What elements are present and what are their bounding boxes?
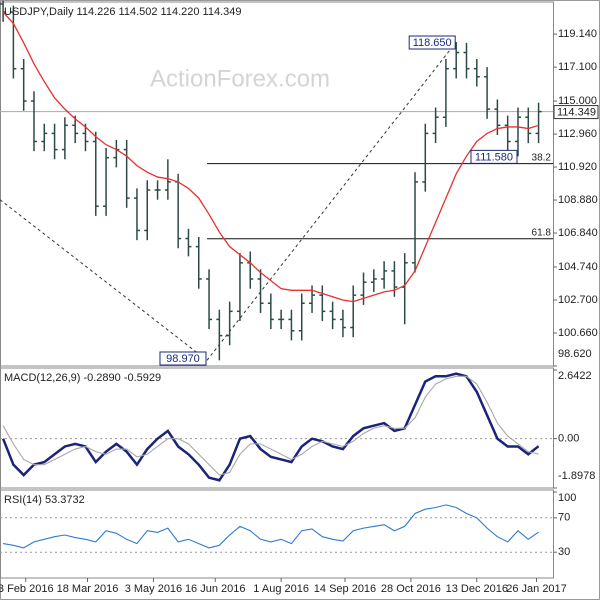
series-line [1,372,540,482]
panel [0,367,554,489]
y-tick-label: 102.700 [558,294,598,306]
x-tick-label: 14 Sep 2016 [314,583,376,595]
x-tick-label: 3 Feb 2016 [0,583,54,595]
y-tick-label: 2.6422 [558,370,592,382]
x-tick-label: 3 May 2016 [125,583,182,595]
last-price-box [553,105,599,120]
panel-title: MACD(12,26,9) -0.2890 -0.5929 [4,372,161,384]
y-tick-label: 0.00 [558,433,579,445]
y-tick-label: 100 [558,492,576,504]
x-tick-label: 28 Oct 2016 [381,583,441,595]
trendline [206,41,457,361]
x-tick-label: 18 Mar 2016 [57,583,119,595]
moving-average [2,11,539,303]
panel [0,489,554,579]
series-line [2,504,539,549]
y-tick-label: 30 [558,546,570,558]
last-price-label: 114.349 [557,106,596,118]
x-tick-label: 13 Dec 2016 [446,583,508,595]
y-tick-label: 115.000 [558,95,597,107]
y-tick-label: 117.100 [558,61,597,73]
y-tick-label: 98.620 [558,348,592,360]
annotation-label: 118.650 [413,37,452,49]
annotation-label: 98.970 [166,353,200,365]
y-tick-label: 110.920 [558,161,597,173]
y-tick-label: 106.840 [558,227,598,239]
panel [0,1,554,367]
panel-title: USDJPY,Daily 114.226 114.502 114.220 114… [4,6,242,18]
y-tick-label: 108.880 [558,194,598,206]
panel-title: RSI(14) 53.3732 [4,494,85,506]
y-tick-label: 112.960 [558,128,597,140]
trendline [0,199,208,361]
annotation-box [470,149,518,164]
annotation-box [159,351,207,366]
retracement-label: 61.8 [532,227,552,238]
y-tick-label: 100.660 [558,327,598,339]
y-tick-label: -1.8978 [558,470,595,482]
watermark: ActionForex.com [150,65,330,92]
annotation-label: 111.580 [475,151,513,163]
x-tick-label: 16 Jun 2016 [185,583,246,595]
y-tick-label: 104.740 [558,261,598,273]
y-tick-label: 119.140 [558,28,597,40]
series-line [2,375,539,476]
x-tick-label: 1 Aug 2016 [253,583,309,595]
x-tick-label: 26 Jan 2017 [506,583,567,595]
retracement-label: 38.2 [532,152,552,163]
y-tick-label: 70 [558,512,570,524]
annotation-box [408,35,456,50]
